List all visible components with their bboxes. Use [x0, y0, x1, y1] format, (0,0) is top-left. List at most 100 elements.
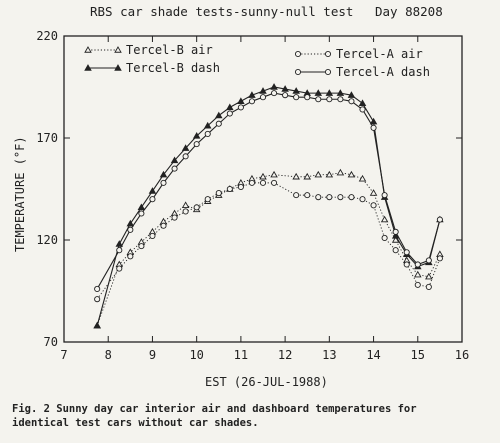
data-point [204, 196, 211, 203]
data-point [359, 196, 366, 203]
data-point [138, 243, 145, 250]
data-point [215, 120, 222, 127]
data-point [325, 89, 334, 96]
y-tick-label: 220 [36, 29, 58, 43]
legend-item: Tercel-A air [294, 47, 423, 61]
series-line [96, 182, 441, 300]
data-point [369, 117, 378, 125]
x-tick-label: 15 [411, 348, 425, 362]
data-point [259, 87, 267, 94]
data-point [304, 192, 311, 199]
legend-label: Tercel-B air [126, 43, 213, 57]
data-point [226, 185, 233, 193]
data-point [271, 90, 278, 97]
data-point [181, 201, 190, 209]
data-point [215, 190, 222, 197]
data-point [326, 96, 333, 103]
data-point [347, 91, 356, 98]
data-point [160, 222, 167, 229]
data-point [292, 87, 300, 94]
data-point [314, 89, 323, 96]
data-point [192, 132, 201, 139]
x-tick-label: 11 [234, 348, 248, 362]
plot-frame [63, 35, 463, 343]
data-point [336, 168, 345, 176]
y-tick-label: 70 [44, 335, 58, 349]
data-point [193, 141, 200, 148]
data-point [370, 202, 377, 209]
data-point [380, 215, 389, 223]
data-point [116, 247, 123, 254]
chart-title: RBS car shade tests-sunny-null test [90, 4, 353, 19]
y-axis-label: TEMPERATURE (°F) [13, 136, 27, 252]
data-point [414, 261, 421, 268]
data-point [347, 170, 356, 178]
legend-item: Tercel-B air [84, 43, 213, 57]
data-point [403, 249, 410, 256]
x-tick-label: 12 [278, 348, 292, 362]
data-point [204, 130, 211, 137]
y-tick-label: 170 [36, 131, 58, 145]
data-point [271, 179, 278, 186]
data-point [259, 94, 267, 101]
data-point [414, 270, 422, 278]
legend-item: Tercel-B dash [84, 61, 220, 75]
data-point [127, 226, 134, 233]
data-point [282, 92, 289, 99]
caption-line-2: identical test cars without car shades. [12, 417, 259, 429]
legend-label: Tercel-A dash [336, 65, 430, 79]
data-point [293, 94, 300, 101]
data-point [182, 208, 189, 215]
series-0 [93, 168, 444, 329]
data-point [149, 196, 156, 203]
data-point [425, 272, 433, 280]
data-point [215, 111, 223, 119]
data-point [325, 170, 334, 178]
data-point [248, 91, 256, 98]
legend-marker [294, 68, 302, 76]
data-point [248, 179, 255, 186]
data-point [203, 121, 212, 129]
data-point [127, 253, 134, 260]
x-tick-label: 8 [105, 348, 112, 362]
series-1 [93, 83, 444, 329]
data-point [160, 179, 167, 186]
data-point [270, 83, 278, 90]
data-point [116, 265, 123, 272]
y-tick-label: 120 [36, 233, 58, 247]
legend-marker [324, 50, 332, 58]
data-point [304, 94, 311, 101]
data-point [381, 192, 388, 199]
legend-label: Tercel-A air [336, 47, 423, 61]
data-point [159, 170, 168, 178]
series-line [96, 172, 441, 326]
data-point [403, 261, 410, 268]
data-point [94, 285, 101, 293]
data-point [293, 192, 300, 199]
data-point [171, 165, 178, 172]
data-point [315, 194, 322, 201]
data-point [303, 172, 311, 180]
x-tick-label: 16 [455, 348, 469, 362]
data-point [369, 189, 378, 196]
data-point [237, 97, 245, 104]
data-point [436, 255, 443, 262]
data-point [281, 85, 289, 92]
data-point [315, 96, 322, 103]
x-tick-label: 10 [189, 348, 203, 362]
data-point [337, 96, 344, 103]
data-point [237, 104, 244, 111]
legend-marker [84, 46, 92, 53]
figure-caption: Fig. 2 Sunny day car interior air and da… [12, 402, 492, 430]
chart-day-label: Day 88208 [375, 4, 443, 19]
caption-line-1: Fig. 2 Sunny day car interior air and da… [12, 403, 417, 415]
data-point [248, 98, 255, 105]
legend-item: Tercel-A dash [294, 65, 430, 79]
data-point [425, 257, 432, 264]
data-point [93, 321, 101, 329]
data-point [381, 234, 388, 242]
data-point [170, 156, 179, 164]
legend-label: Tercel-B dash [126, 61, 220, 75]
data-point [137, 203, 146, 211]
series-3 [94, 90, 443, 293]
